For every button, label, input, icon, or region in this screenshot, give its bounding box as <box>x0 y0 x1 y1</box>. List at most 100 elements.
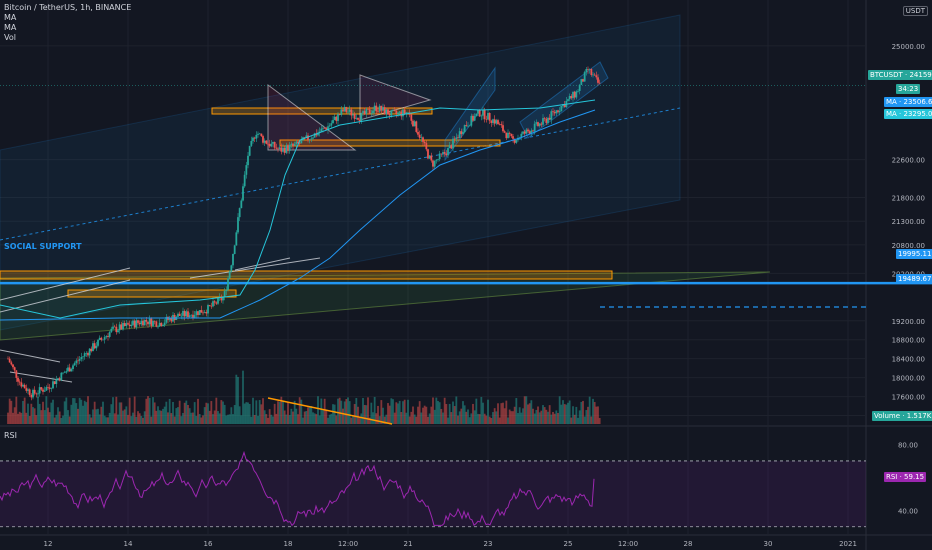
volume-bar <box>583 416 586 424</box>
volume-bar <box>158 410 161 424</box>
volume-bar <box>175 408 178 424</box>
volume-bar <box>60 417 63 424</box>
candle-body <box>83 353 86 357</box>
candle-body <box>92 343 94 352</box>
candle-body <box>187 311 189 318</box>
volume-bar <box>73 398 76 424</box>
candle-body <box>288 144 291 151</box>
candle-body <box>523 131 526 134</box>
volume-bar <box>120 402 123 424</box>
candle-body <box>580 79 583 85</box>
orange-zone-low <box>67 289 237 298</box>
candle-body <box>583 72 586 82</box>
volume-bar <box>505 400 508 424</box>
volume-bar <box>463 405 466 424</box>
candle-body <box>533 123 536 132</box>
volume-bar <box>130 416 133 424</box>
volume-bar <box>177 407 179 424</box>
candle-body <box>385 109 388 115</box>
volume-bar <box>42 401 44 424</box>
volume-bar <box>365 405 368 424</box>
volume-bar <box>350 417 353 424</box>
candle-body <box>8 358 11 363</box>
volume-bar <box>558 396 561 424</box>
volume-bar <box>113 413 116 424</box>
candle-body <box>470 115 473 126</box>
currency-selector[interactable]: USDT <box>902 6 928 16</box>
volume-bar <box>17 413 19 424</box>
candle-body <box>123 323 126 326</box>
volume-bar <box>273 403 276 424</box>
volume-bar <box>117 414 119 424</box>
candle-body <box>245 165 248 175</box>
volume-bar <box>503 408 506 424</box>
candle-body <box>275 147 278 149</box>
volume-bar <box>398 400 401 424</box>
candle-body <box>170 317 173 322</box>
legend-symbol[interactable]: Bitcoin / TetherUS, 1h, BINANCE <box>4 3 132 12</box>
candle-body <box>598 82 601 84</box>
candle-body <box>550 111 553 120</box>
candle-body <box>460 131 463 135</box>
volume-bar <box>357 406 359 424</box>
volume-bar <box>375 413 378 424</box>
candle-body <box>362 111 364 113</box>
legend-ma1[interactable]: MA <box>4 13 17 22</box>
candle-body <box>363 111 366 114</box>
volume-bar <box>537 406 539 424</box>
candle-body <box>45 387 48 391</box>
volume-bar <box>435 397 438 424</box>
volume-bar <box>257 415 259 424</box>
candle-body <box>513 138 516 143</box>
price-tick-label: 20800.00 <box>892 242 925 250</box>
volume-bar <box>518 407 521 424</box>
volume-bar <box>438 402 441 424</box>
volume-bar <box>192 412 194 424</box>
candle-body <box>308 139 311 141</box>
volume-bar <box>395 402 398 424</box>
volume-bar <box>30 403 33 424</box>
candle-body <box>375 105 378 112</box>
volume-bar <box>218 413 221 424</box>
candle-body <box>50 388 53 389</box>
candle-body <box>273 141 276 148</box>
candle-body <box>290 143 293 145</box>
volume-bar <box>592 398 594 424</box>
candle-body <box>162 325 164 327</box>
time-tick-label: 12:00 <box>618 540 638 548</box>
volume-bar <box>25 412 28 424</box>
volume-bar <box>28 416 31 424</box>
volume-bar <box>138 413 141 424</box>
candle-body <box>437 159 439 160</box>
candle-body <box>168 317 171 320</box>
volume-bar <box>560 404 563 424</box>
volume-bar <box>98 414 101 424</box>
volume-bar <box>210 401 213 424</box>
volume-bar <box>367 397 369 424</box>
volume-bar <box>428 413 431 424</box>
candle-body <box>515 140 518 143</box>
candle-body <box>132 320 134 325</box>
candle-body <box>72 365 74 370</box>
legend-vol[interactable]: Vol <box>4 33 16 42</box>
candle-body <box>512 136 514 139</box>
candle-body <box>67 367 69 372</box>
candle-body <box>75 360 78 364</box>
volume-bar <box>110 404 113 424</box>
candle-body <box>112 326 114 329</box>
candle-body <box>280 147 283 152</box>
candle-body <box>282 147 284 152</box>
volume-bar <box>587 406 589 424</box>
legend-ma2[interactable]: MA <box>4 23 17 32</box>
candle-body <box>328 125 331 127</box>
rsi-legend[interactable]: RSI <box>4 431 17 440</box>
volume-bar <box>585 410 588 424</box>
volume-bar <box>390 398 393 424</box>
volume-bar <box>217 411 219 424</box>
volume-bar <box>135 416 138 424</box>
candle-body <box>95 345 98 349</box>
candle-body <box>472 115 474 121</box>
price-tick-label: 17600.00 <box>892 394 925 402</box>
time-tick-label: 21 <box>404 540 413 548</box>
